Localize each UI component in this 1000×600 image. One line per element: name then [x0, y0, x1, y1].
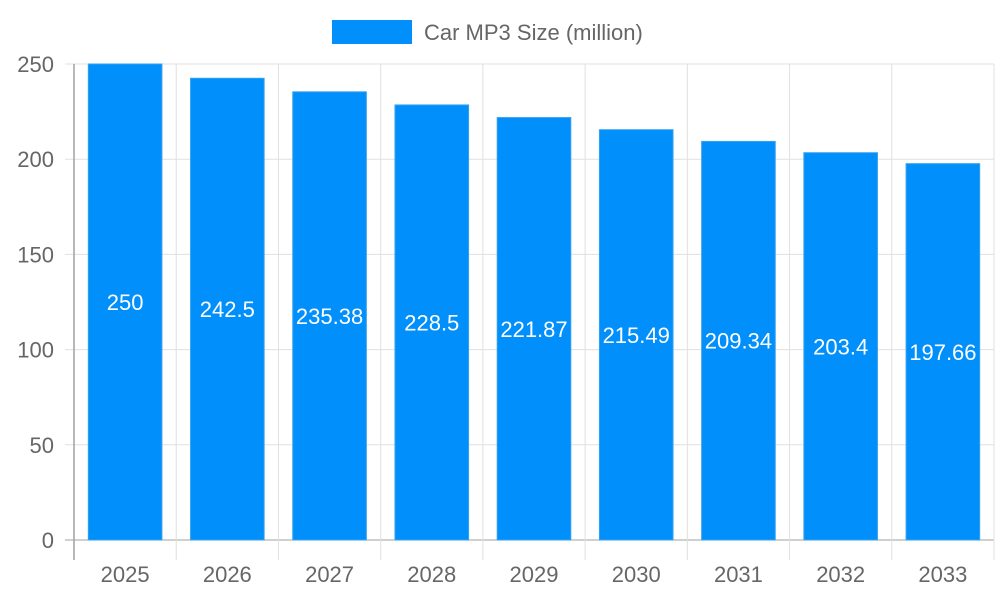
data-label: 209.34 — [705, 329, 772, 354]
y-tick-label: 100 — [17, 338, 54, 363]
data-label: 242.5 — [200, 297, 255, 322]
data-label: 203.4 — [813, 334, 868, 359]
data-label: 197.66 — [909, 340, 976, 365]
bar — [701, 140, 776, 541]
data-label: 221.87 — [500, 317, 567, 342]
data-label: 235.38 — [296, 304, 363, 329]
legend-swatch — [332, 20, 412, 44]
x-tick-label: 2033 — [918, 562, 967, 587]
data-label: 228.5 — [404, 310, 459, 335]
x-tick-label: 2025 — [101, 562, 150, 587]
bar — [190, 77, 265, 541]
data-label: 215.49 — [603, 323, 670, 348]
x-tick-label: 2032 — [816, 562, 865, 587]
bar — [87, 63, 163, 541]
x-tick-label: 2029 — [510, 562, 559, 587]
bar — [394, 104, 470, 541]
data-labels: 250 242.5 235.38 228.5 221.87 215.49 209.34 203… — [107, 290, 977, 365]
x-tick-label: 2027 — [305, 562, 354, 587]
bar — [803, 152, 878, 541]
bar — [496, 117, 572, 541]
axes: 0 50 100 150 200 250 2025 2026 2027 2028 2029 2030 2… — [17, 52, 967, 587]
y-tick-label: 150 — [17, 242, 54, 267]
y-tick-label: 0 — [42, 528, 54, 553]
bars — [87, 63, 981, 541]
legend-label: Car MP3 Size (million) — [424, 20, 643, 45]
bar — [292, 91, 367, 541]
bar — [905, 163, 981, 541]
bar — [598, 129, 674, 541]
x-tick-label: 2030 — [612, 562, 661, 587]
y-tick-label: 200 — [17, 147, 54, 172]
y-tick-label: 250 — [17, 52, 54, 77]
x-tick-label: 2026 — [203, 562, 252, 587]
data-label: 250 — [107, 290, 144, 315]
x-tick-label: 2028 — [407, 562, 456, 587]
x-tick-label: 2031 — [714, 562, 763, 587]
legend[interactable]: Car MP3 Size (million) — [332, 20, 643, 45]
y-tick-label: 50 — [30, 433, 54, 458]
